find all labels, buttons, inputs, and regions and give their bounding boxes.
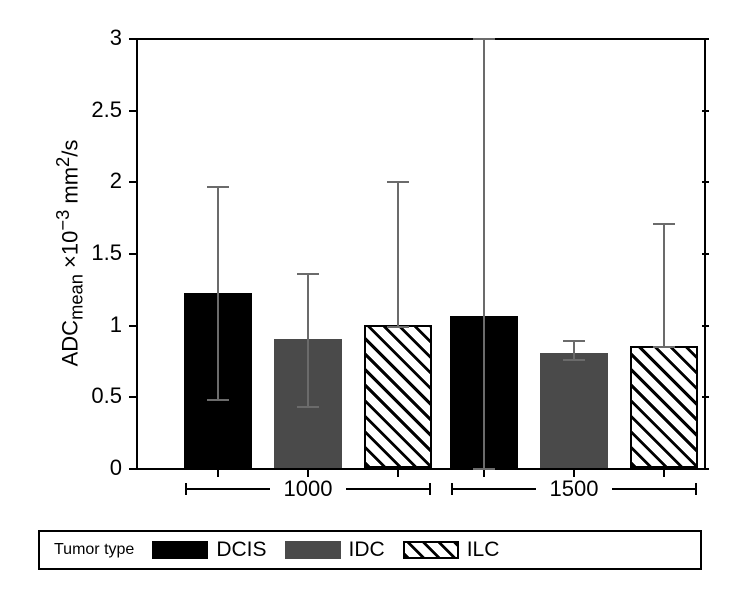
y-tick (129, 181, 136, 183)
error-bar (217, 186, 219, 400)
error-cap (387, 326, 409, 328)
error-cap (387, 181, 409, 183)
y-axis-title: ADCmean ×10−3 mm2/s (52, 140, 88, 367)
y-tick-label: 0 (20, 455, 122, 481)
error-cap (563, 359, 585, 361)
x-tick (663, 470, 665, 477)
x-bracket-segment (612, 488, 696, 490)
y-tick (129, 38, 136, 40)
error-cap (653, 346, 675, 348)
legend-title: Tumor type (54, 541, 134, 559)
x-bracket-cap (695, 483, 697, 495)
legend-swatch (152, 541, 208, 559)
y-tick (129, 468, 136, 470)
adc-bar-chart: 00.511.522.53 ADCmean ×10−3 mm2/s 100015… (20, 20, 723, 573)
y-tick (702, 468, 709, 470)
error-cap (297, 406, 319, 408)
bar-ilc (364, 325, 432, 468)
error-bar (483, 38, 485, 468)
legend-item-ilc: ILC (403, 538, 500, 562)
x-bracket-segment (452, 488, 536, 490)
bar-ilc (630, 346, 698, 468)
x-bracket-cap (451, 483, 453, 495)
x-tick (217, 470, 219, 477)
error-bar (663, 223, 665, 346)
legend-label: DCIS (216, 538, 266, 562)
y-tick (702, 38, 709, 40)
error-cap (297, 273, 319, 275)
legend-swatch (285, 541, 341, 559)
y-tick (129, 253, 136, 255)
y-tick (129, 325, 136, 327)
y-tick (702, 396, 709, 398)
y-tick (702, 325, 709, 327)
y-tick (702, 181, 709, 183)
x-group-label: 1000 (284, 476, 333, 502)
bar-idc (540, 353, 608, 468)
x-bracket-segment (186, 488, 270, 490)
x-bracket-cap (185, 483, 187, 495)
x-tick (573, 470, 575, 477)
error-bar (307, 273, 309, 406)
x-group-label: 1500 (550, 476, 599, 502)
error-cap (473, 38, 495, 40)
error-bar (397, 181, 399, 326)
x-bracket-cap (429, 483, 431, 495)
legend-label: IDC (349, 538, 385, 562)
legend-label: ILC (467, 538, 500, 562)
y-tick-label: 3 (20, 25, 122, 51)
y-tick-label: 2.5 (20, 97, 122, 123)
legend-item-dcis: DCIS (152, 538, 266, 562)
error-cap (563, 340, 585, 342)
error-cap (207, 186, 229, 188)
x-tick (397, 470, 399, 477)
error-cap (653, 223, 675, 225)
y-tick (702, 253, 709, 255)
y-tick (702, 110, 709, 112)
y-tick-label: 0.5 (20, 383, 122, 409)
x-axis (136, 468, 704, 470)
y-tick (129, 110, 136, 112)
legend-item-idc: IDC (285, 538, 385, 562)
error-bar (573, 340, 575, 359)
x-tick (483, 470, 485, 477)
legend-swatch (403, 541, 459, 559)
legend: Tumor type DCIS IDC ILC (38, 530, 702, 570)
error-cap (207, 399, 229, 401)
y-tick (129, 396, 136, 398)
x-tick (307, 470, 309, 477)
x-bracket-segment (346, 488, 430, 490)
